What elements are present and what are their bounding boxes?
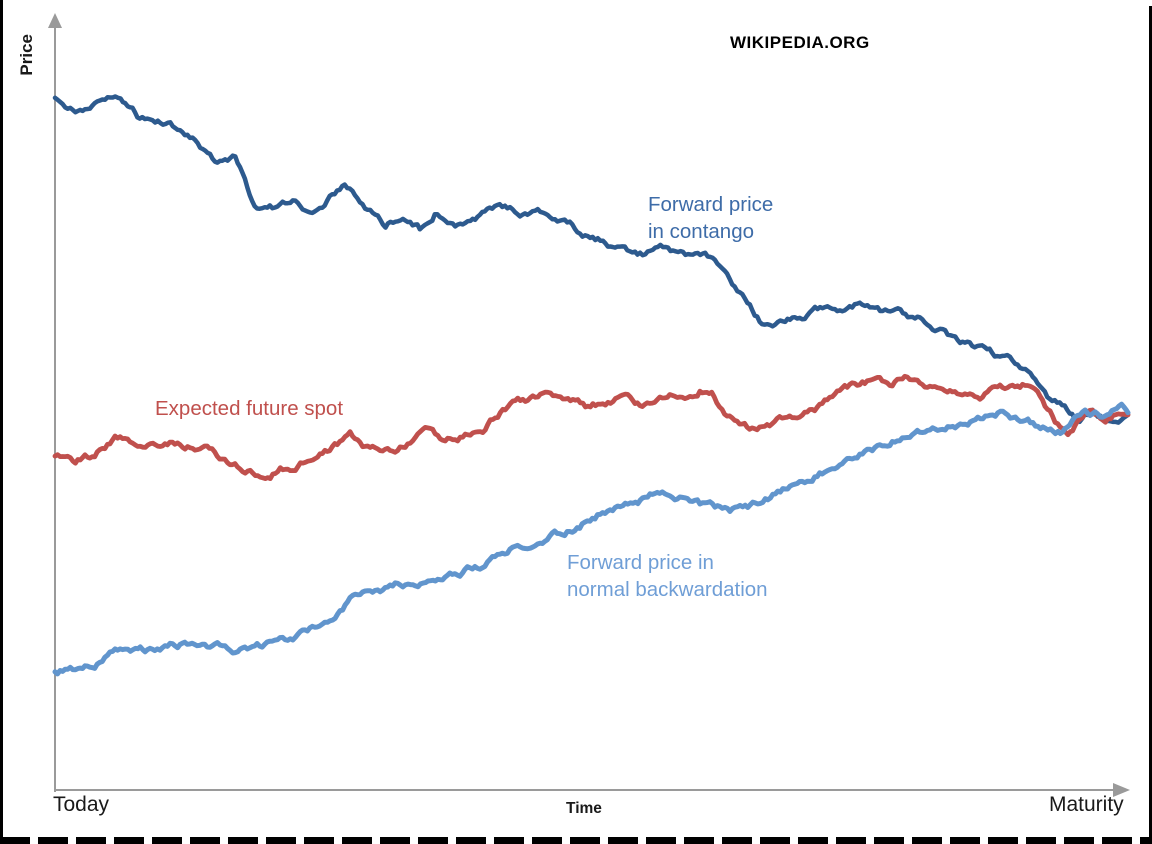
backwardation-series-label: Forward price in normal backwardation	[567, 549, 768, 603]
right-border-artifact	[1149, 6, 1152, 844]
expected-spot-line	[52, 373, 1131, 482]
backwardation-line	[52, 401, 1131, 677]
bottom-dashed-border-artifact	[0, 837, 1152, 844]
contango-series-label-line2: in contango	[648, 220, 755, 243]
expected-spot-series-label: Expected future spot	[155, 397, 344, 420]
backwardation-series-label-line1: Forward price in	[567, 551, 714, 574]
x-axis-start-label: Today	[53, 793, 110, 816]
x-axis-arrow-icon	[1113, 783, 1130, 797]
contango-series-label: Forward price in contango	[648, 191, 773, 245]
watermark-text: WIKIPEDIA.ORG	[730, 33, 870, 52]
y-axis-label: Price	[17, 34, 36, 76]
x-axis-end-label: Maturity	[1049, 793, 1124, 816]
contango-series-label-line1: Forward price	[648, 193, 774, 216]
x-axis-label: Time	[566, 800, 602, 817]
y-axis-arrow-icon	[48, 13, 62, 28]
contango-line	[52, 94, 1131, 425]
left-border-artifact	[0, 0, 3, 844]
backwardation-series-label-line2: normal backwardation	[567, 578, 768, 601]
